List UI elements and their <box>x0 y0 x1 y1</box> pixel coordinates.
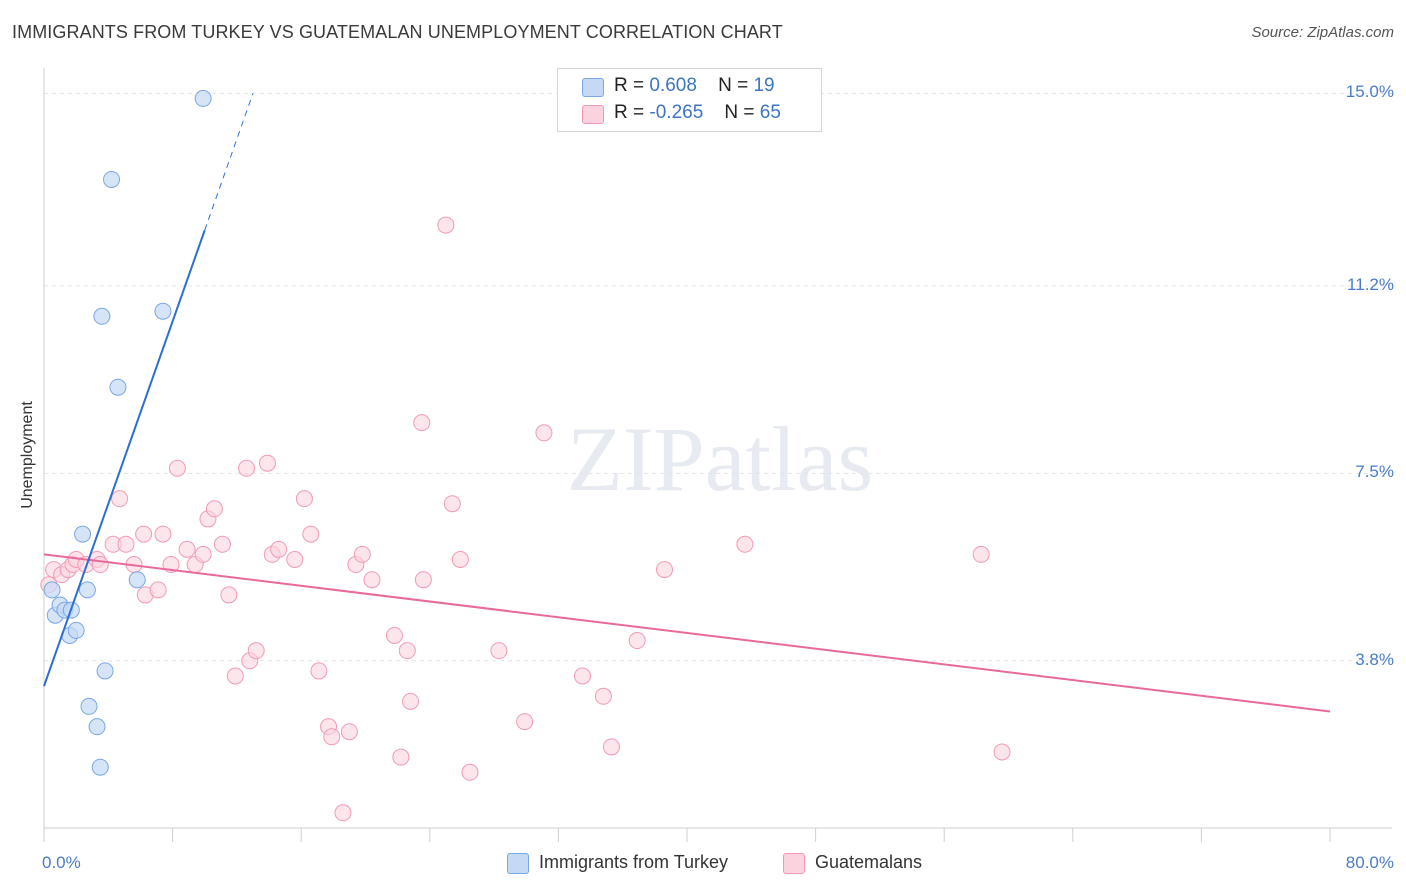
guatemalans-point <box>238 459 256 477</box>
turkey-trend-line <box>43 229 206 687</box>
guatemalans-point <box>178 540 196 558</box>
guatemalans-point <box>302 525 320 543</box>
turkey-point <box>109 378 127 396</box>
guatemalans-point <box>461 763 479 781</box>
turkey-point <box>96 662 114 680</box>
guatemalans-point <box>655 561 673 579</box>
guatemalans-point <box>451 550 469 568</box>
guatemalans-point <box>334 804 352 822</box>
guatemalans-point <box>574 667 592 685</box>
guatemalans-point <box>286 550 304 568</box>
turkey-point <box>93 307 111 325</box>
bottom-legend-swatch-turkey <box>507 853 529 874</box>
bottom-legend-label-guatemalans: Guatemalans <box>815 852 923 872</box>
turkey-point <box>91 758 109 776</box>
x-ticks <box>43 828 1331 842</box>
y-tick-label: 7.5% <box>1355 462 1394 482</box>
guatemalans-point <box>295 490 313 508</box>
guatemalans-point <box>213 535 231 553</box>
guatemalans-point <box>437 216 455 234</box>
x-tick-label-min: 0.0% <box>42 853 81 872</box>
guatemalans-point <box>258 454 276 472</box>
axes <box>43 68 1392 829</box>
source-label: Source: ZipAtlas.com <box>1251 24 1394 41</box>
legend-swatch-guatemalans <box>582 105 604 124</box>
legend-n-value-turkey: 19 <box>753 75 775 96</box>
guatemalans-point <box>111 490 129 508</box>
legend-r-label: R = <box>614 102 645 123</box>
correlation-legend: R = 0.608 N = 19 R = -0.265 N = 65 <box>557 68 822 132</box>
legend-r-value-turkey: 0.608 <box>649 75 697 96</box>
guatemalans-point <box>310 662 328 680</box>
guatemalans-point <box>594 687 612 705</box>
guatemalans-point <box>323 728 341 746</box>
guatemalans-point <box>340 723 358 741</box>
guatemalans-point <box>247 642 265 660</box>
turkey-points <box>43 89 212 776</box>
guatemalans-point <box>135 525 153 543</box>
guatemalans-points <box>40 216 1011 822</box>
guatemalans-point <box>270 540 288 558</box>
gridlines <box>44 92 1392 662</box>
trend-lines <box>43 93 1331 713</box>
y-tick-label: 15.0% <box>1345 82 1394 102</box>
legend-r-label: R = <box>614 75 645 96</box>
guatemalans-point <box>535 424 553 442</box>
guatemalans-point <box>443 495 461 513</box>
turkey-point <box>80 697 98 715</box>
guatemalans-point <box>91 556 109 574</box>
guatemalans-point <box>516 713 534 731</box>
legend-n-value-guatemalans: 65 <box>759 102 781 123</box>
guatemalans-point <box>168 459 186 477</box>
legend-n-label: N = <box>718 75 749 96</box>
guatemalans-point <box>993 743 1011 761</box>
guatemalans-point <box>402 692 420 710</box>
guatemalans-point <box>205 500 223 518</box>
bottom-legend-swatch-guatemalans <box>783 853 805 874</box>
turkey-point <box>43 581 61 599</box>
watermark: ZIPatlas <box>567 408 874 510</box>
guatemalans-point <box>414 571 432 589</box>
guatemalans-point <box>353 545 371 563</box>
bottom-legend-label-turkey: Immigrants from Turkey <box>539 852 729 872</box>
turkey-point <box>194 89 212 107</box>
y-tick-label: 3.8% <box>1355 649 1394 669</box>
turkey-trend-extension <box>204 93 254 231</box>
legend-r-value-guatemalans: -0.265 <box>649 102 704 123</box>
turkey-point <box>67 621 85 639</box>
guatemalans-point <box>972 545 990 563</box>
guatemalans-point <box>490 642 508 660</box>
turkey-point <box>103 170 121 188</box>
guatemalans-point <box>736 535 754 553</box>
guatemalans-point <box>628 632 646 650</box>
guatemalans-point <box>154 525 172 543</box>
guatemalans-point <box>117 535 135 553</box>
turkey-point <box>128 571 146 589</box>
legend-n-label: N = <box>724 102 755 123</box>
guatemalans-point <box>602 738 620 756</box>
guatemalans-point <box>226 667 244 685</box>
guatemalans-trend-line <box>43 553 1331 713</box>
guatemalans-point <box>398 642 416 660</box>
y-tick-label: 11.2% <box>1347 274 1394 294</box>
guatemalans-point <box>220 586 238 604</box>
guatemalans-point <box>413 414 431 432</box>
turkey-point <box>74 525 92 543</box>
guatemalans-point <box>149 581 167 599</box>
guatemalans-point <box>385 626 403 644</box>
turkey-point <box>88 718 106 736</box>
x-tick-label-max: 80.0% <box>1345 853 1394 872</box>
guatemalans-point <box>194 545 212 563</box>
guatemalans-point <box>392 748 410 766</box>
turkey-point <box>78 581 96 599</box>
chart-title: IMMIGRANTS FROM TURKEY VS GUATEMALAN UNE… <box>12 22 783 42</box>
guatemalans-point <box>363 571 381 589</box>
turkey-point <box>154 302 172 320</box>
legend-swatch-turkey <box>582 78 604 97</box>
